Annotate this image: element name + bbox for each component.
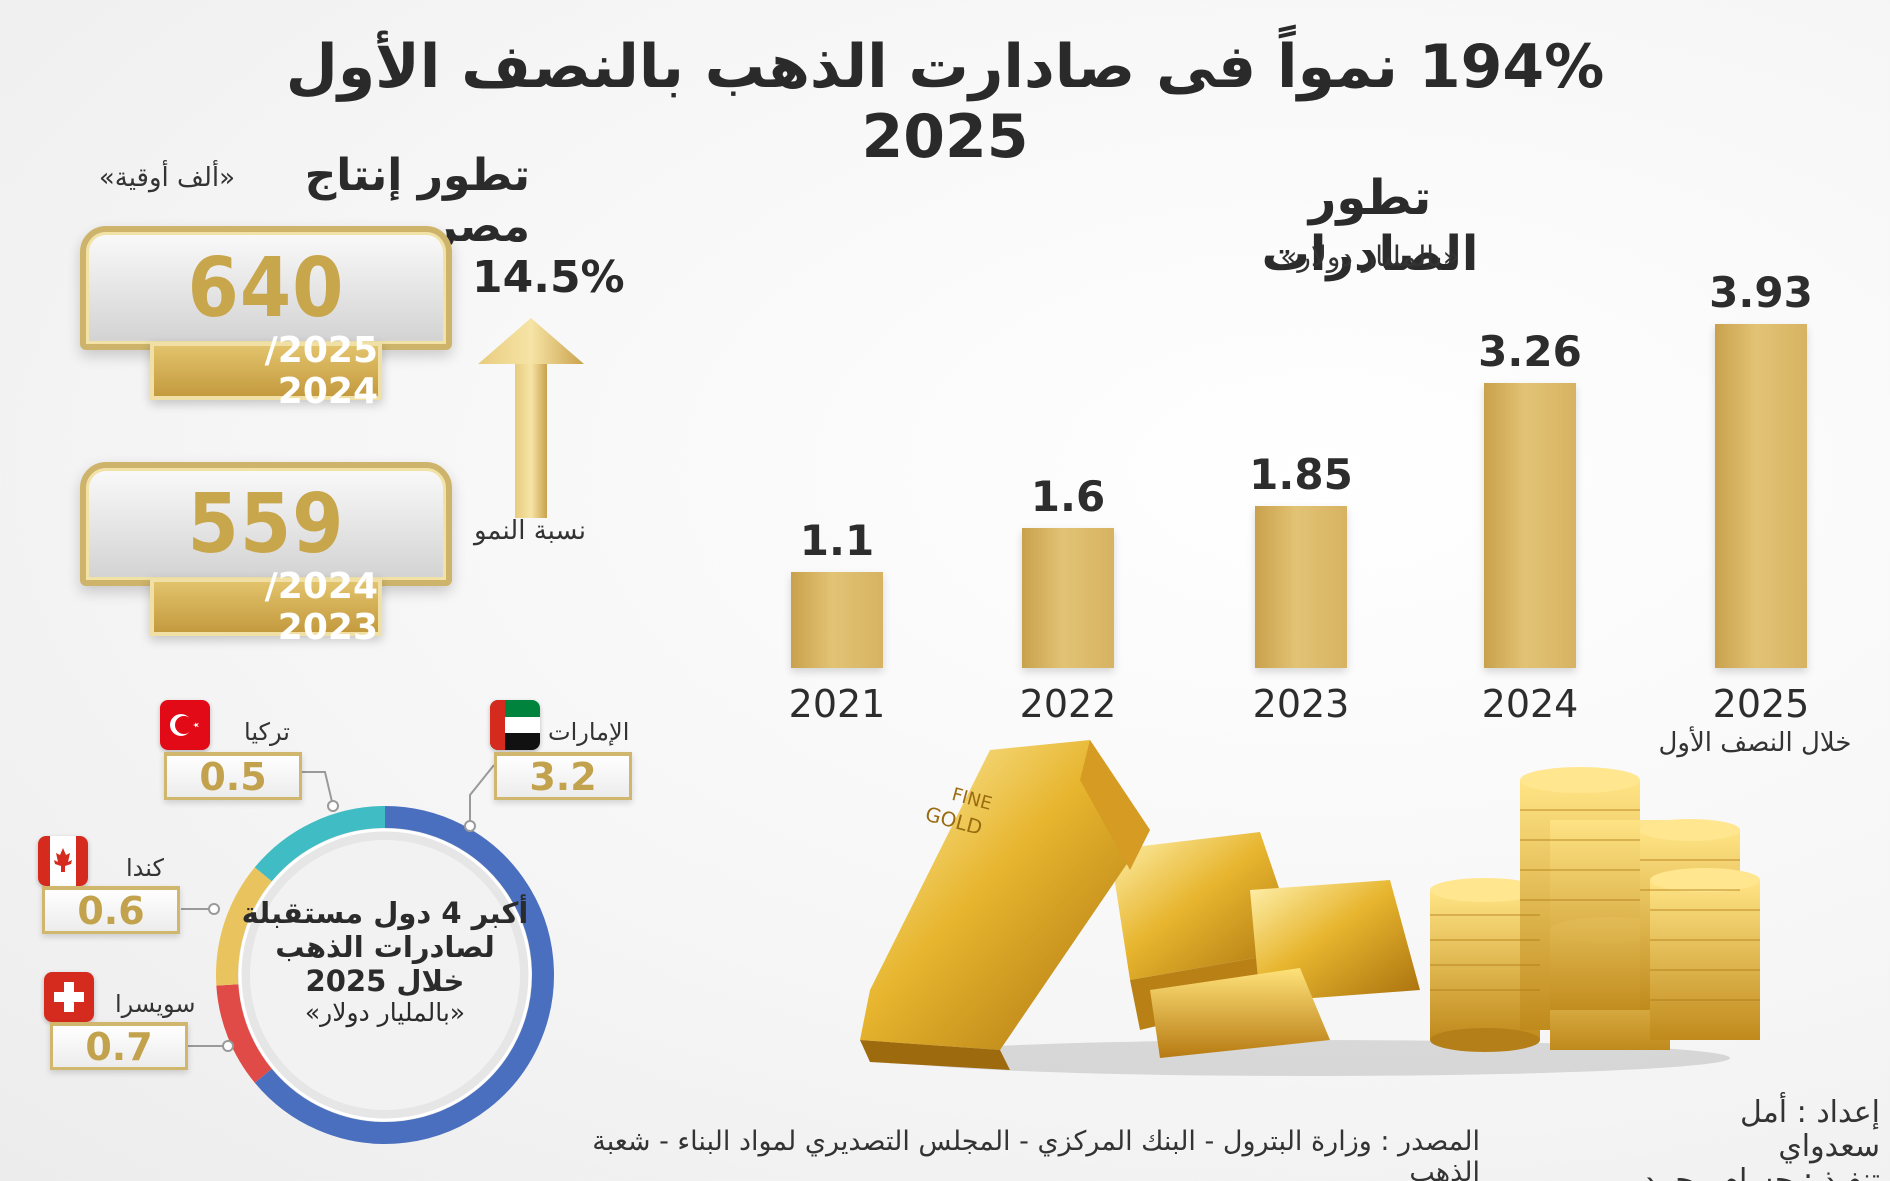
donut-segment-1 — [216, 983, 272, 1083]
country-value-turkey: 0.5 — [164, 752, 302, 800]
canada-flag-icon — [38, 836, 88, 886]
donut-center-text: أكبر 4 دول مستقبلة لصادرات الذهب خلال 20… — [238, 896, 532, 1027]
donut-inner-ring — [238, 828, 532, 1122]
bar-2025 — [1715, 324, 1807, 668]
bar-value-2021: 1.1 — [799, 515, 875, 565]
country-value-uae: 3.2 — [494, 752, 632, 800]
growth-value: 14.5% — [472, 252, 625, 303]
bar-2021 — [791, 571, 883, 668]
bar-value-2022: 1.6 — [1030, 472, 1106, 521]
bar-note-2025: خلال النصف الأول — [1658, 728, 1852, 758]
turkey-flag-icon — [160, 700, 210, 750]
credit-prepared: إعداد : أمل سعدواي — [1740, 1095, 1880, 1164]
exports-unit: «بالمليار دولار» — [1280, 240, 1460, 273]
donut-segment-2 — [216, 867, 272, 986]
country-name-uae: الإمارات — [548, 718, 630, 746]
bar-2024 — [1484, 382, 1576, 668]
production-card-2024: 559 2024/ 2023 — [80, 462, 452, 648]
bar-value-2025: 3.93 — [1709, 268, 1813, 318]
growth-arrow-icon — [478, 318, 584, 518]
source-text: المصدر : وزارة البترول - البنك المركزي -… — [592, 1126, 1480, 1181]
country-name-switzerland: سويسرا — [115, 990, 196, 1018]
bar-year-2025: 2025 — [1712, 682, 1810, 726]
bar-value-2024: 3.26 — [1478, 326, 1582, 376]
page-title: 194% نمواً فى صادارت الذهب بالنصف الأول … — [285, 32, 1605, 172]
importers-donut-chart — [216, 806, 554, 1144]
donut-segment-3 — [254, 806, 386, 882]
country-name-turkey: تركيا — [244, 718, 290, 746]
growth-label: نسبة النمو — [474, 516, 586, 546]
gold-bars-coins-illustration: FINE GOLD — [860, 740, 1760, 1076]
bar-2022 — [1022, 528, 1114, 668]
production-period-2024: 2024/ 2023 — [150, 566, 382, 648]
production-value-2025: 640 — [80, 226, 452, 350]
country-name-canada: كندا — [126, 854, 164, 882]
bar-value-2023: 1.85 — [1249, 450, 1353, 500]
uae-flag-icon — [490, 700, 540, 750]
donut-center-line-1: أكبر 4 دول مستقبلة — [241, 896, 529, 930]
bar-2023 — [1255, 506, 1347, 668]
bar-year-2023: 2023 — [1252, 682, 1350, 726]
bar-year-2022: 2022 — [1019, 682, 1117, 726]
credits: إعداد : أمل سعدواي تنفيذ : حسام محمد — [1630, 1096, 1880, 1181]
country-value-switzerland: 0.7 — [50, 1022, 188, 1070]
bar-year-2021: 2021 — [788, 682, 886, 726]
production-unit: «ألف أوقية» — [98, 163, 235, 193]
bar-year-2024: 2024 — [1481, 682, 1579, 726]
production-period-2025: 2025/ 2024 — [150, 330, 382, 412]
switzerland-flag-icon — [44, 972, 94, 1022]
exports-title: تطور الصادرات — [1261, 170, 1479, 282]
donut-center-line-3: خلال 2025 — [305, 964, 465, 998]
donut-segment-0 — [254, 806, 554, 1144]
donut-center-unit: «بالمليار دولار» — [304, 998, 466, 1027]
donut-center-line-2: لصادرات الذهب — [275, 930, 495, 964]
credit-executed: تنفيذ : حسام محمد — [1642, 1163, 1880, 1181]
country-value-canada: 0.6 — [42, 886, 180, 934]
production-card-2025: 640 2025/ 2024 — [80, 226, 452, 412]
